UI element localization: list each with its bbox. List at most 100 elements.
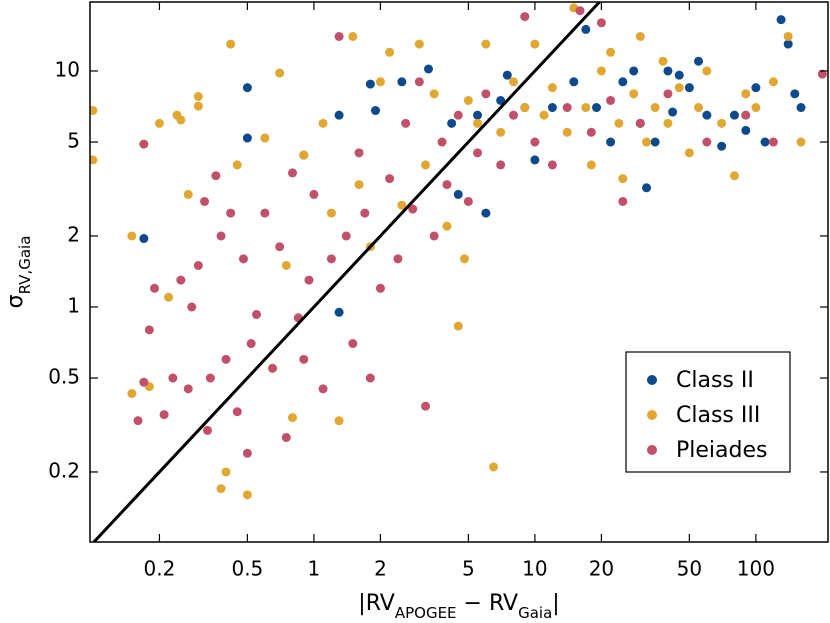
- scatter-point: [348, 339, 358, 349]
- scatter-point: [318, 384, 328, 394]
- scatter-point: [547, 160, 557, 170]
- scatter-point: [437, 137, 447, 147]
- scatter-point: [481, 208, 491, 218]
- scatter-point: [414, 39, 424, 49]
- x-tick-label: 20: [589, 557, 614, 581]
- scatter-point: [663, 89, 673, 99]
- label-part: Gaia: [518, 604, 552, 622]
- scatter-point: [618, 196, 628, 206]
- scatter-point: [489, 462, 499, 472]
- scatter-point: [741, 89, 751, 99]
- scatter-point: [481, 39, 491, 49]
- scatter-point: [496, 127, 506, 137]
- scatter-point: [168, 373, 178, 383]
- scatter-point: [252, 309, 262, 319]
- legend-marker: [647, 410, 657, 420]
- scatter-point: [211, 171, 221, 181]
- label-part: |RV: [358, 591, 395, 616]
- scatter-point: [242, 490, 252, 500]
- x-tick-label: 10: [522, 557, 547, 581]
- scatter-point: [717, 118, 727, 128]
- scatter-point: [751, 83, 761, 93]
- scatter-point: [674, 70, 684, 80]
- scatter-point: [341, 231, 351, 241]
- scatter-point: [642, 183, 652, 193]
- scatter-point: [164, 292, 174, 302]
- scatter-point: [172, 110, 182, 120]
- scatter-point: [334, 307, 344, 317]
- scatter-point: [221, 354, 231, 364]
- scatter-point: [216, 231, 226, 241]
- scatter-point: [463, 196, 473, 206]
- scatter-point: [176, 275, 186, 285]
- scatter-point: [393, 254, 403, 264]
- x-tick-label: 5: [462, 557, 475, 581]
- scatter-point: [562, 127, 572, 137]
- scatter-point: [193, 260, 203, 270]
- scatter-point: [658, 56, 668, 66]
- scatter-point: [139, 139, 149, 149]
- scatter-point: [397, 200, 407, 210]
- scatter-point: [581, 24, 591, 34]
- scatter-point: [242, 133, 252, 143]
- legend-label: Class II: [676, 368, 754, 393]
- scatter-point: [496, 160, 506, 170]
- x-tick-label: 50: [677, 557, 702, 581]
- scatter-point: [423, 64, 433, 74]
- scatter-point: [668, 107, 678, 117]
- scatter-point: [429, 231, 439, 241]
- scatter-point: [481, 89, 491, 99]
- scatter-point: [268, 363, 278, 373]
- y-tick-label: 2: [67, 222, 80, 246]
- scatter-point: [275, 68, 285, 78]
- label-part: |: [552, 591, 559, 616]
- scatter-point: [768, 137, 778, 147]
- label-part: σ: [3, 294, 28, 308]
- scatter-point: [318, 118, 328, 128]
- scatter-point: [304, 275, 314, 285]
- scatter-point: [90, 155, 98, 165]
- scatter-point: [817, 69, 827, 79]
- legend-marker: [647, 375, 657, 385]
- scatter-point: [334, 110, 344, 120]
- scatter-point: [287, 413, 297, 423]
- scatter-point: [642, 137, 652, 147]
- scatter-point: [502, 70, 512, 80]
- scatter-point: [309, 189, 319, 199]
- scatter-point: [385, 47, 395, 57]
- scatter-point: [650, 137, 660, 147]
- scatter-point: [694, 103, 704, 113]
- scatter-point: [702, 66, 712, 76]
- scatter-point: [334, 416, 344, 426]
- y-axis-label: σRV,Gaia: [3, 236, 34, 309]
- y-tick-label: 0.2: [48, 458, 80, 482]
- plot-frame: [89, 1, 829, 543]
- scatter-point: [473, 148, 483, 158]
- scatter-point: [127, 389, 137, 399]
- scatter-point: [663, 118, 673, 128]
- scatter-point: [463, 95, 473, 105]
- one-to-one-line: [92, 2, 601, 542]
- legend-label: Class III: [676, 403, 760, 428]
- scatter-point: [360, 208, 370, 218]
- scatter-point: [684, 83, 694, 93]
- scatter-point: [717, 141, 727, 151]
- scatter-point: [650, 103, 660, 113]
- x-tick-label: 1: [308, 557, 321, 581]
- scatter-point: [783, 31, 793, 41]
- scatter-point: [232, 160, 242, 170]
- scatter-point: [741, 110, 751, 120]
- scatter-point: [348, 31, 358, 41]
- scatter-point: [606, 47, 616, 57]
- scatter-point: [760, 137, 770, 147]
- scatter-point: [159, 410, 169, 420]
- scatter-point: [187, 302, 197, 312]
- scatter-point: [414, 77, 424, 87]
- scatter-point: [232, 407, 242, 417]
- scatter-point: [281, 432, 291, 442]
- scatter-point: [796, 137, 806, 147]
- scatter-point: [144, 325, 154, 335]
- scatter-point: [783, 39, 793, 49]
- y-tick-label: 1: [67, 293, 80, 317]
